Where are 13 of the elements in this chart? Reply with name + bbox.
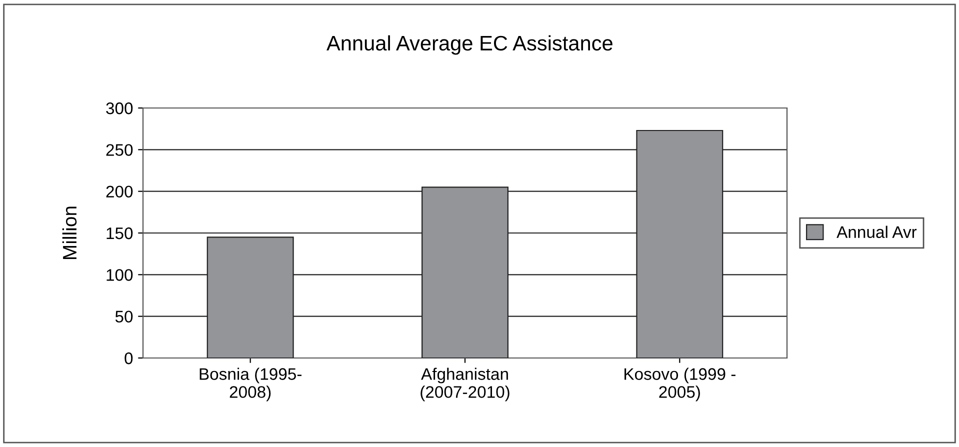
chart-title: Annual Average EC Assistance (326, 35, 612, 55)
y-tick-label: 100 (106, 269, 133, 281)
x-tick-label: Afghanistan (2007-2010) (420, 368, 510, 402)
legend-label: Annual Avr (836, 226, 917, 238)
y-tick-label: 0 (124, 352, 133, 364)
x-tick-label: Kosovo (1999 - 2005) (624, 368, 736, 402)
y-tick-label: 150 (106, 227, 133, 240)
y-tick-label: 50 (115, 310, 133, 323)
x-tick-label: Bosnia (1995- 2008) (200, 368, 302, 402)
y-axis-title: Million (62, 206, 77, 259)
y-tick-label: 300 (106, 102, 133, 114)
y-tick-label: 200 (106, 186, 133, 198)
y-tick-label: 250 (106, 144, 133, 156)
